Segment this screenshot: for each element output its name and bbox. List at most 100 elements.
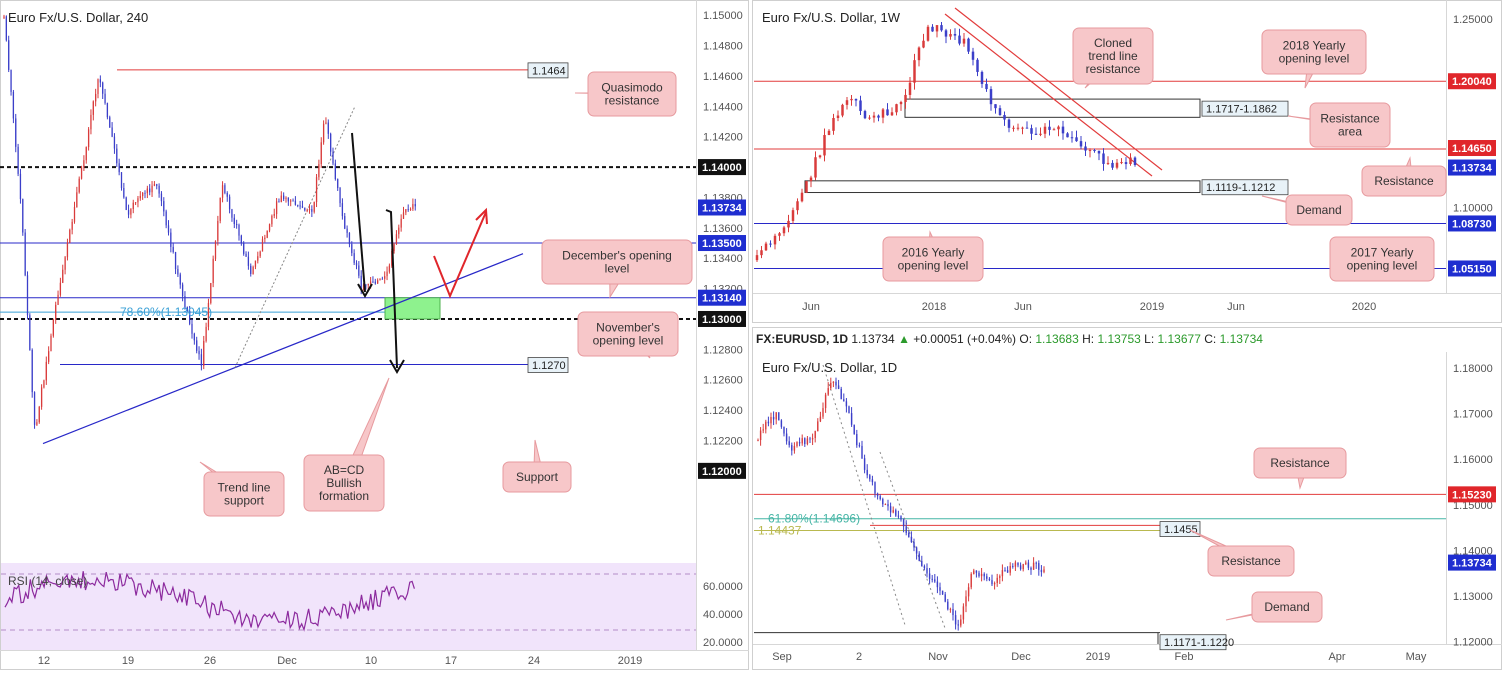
h4-candle bbox=[228, 196, 231, 210]
h4-candle bbox=[226, 192, 228, 197]
d1-candle bbox=[897, 515, 900, 517]
w1-candle bbox=[1097, 150, 1101, 154]
h4-candle bbox=[177, 269, 179, 275]
symbol-close-key: C: bbox=[1204, 332, 1219, 346]
d1-candle bbox=[850, 413, 853, 425]
d1-candle bbox=[879, 496, 881, 500]
d1-candle bbox=[936, 581, 939, 588]
callout-resistance-area-text: area bbox=[1338, 125, 1362, 139]
h4-candle bbox=[252, 266, 254, 274]
h4-candle bbox=[360, 275, 362, 291]
h4-candle bbox=[71, 221, 73, 230]
h4-candle bbox=[261, 239, 264, 252]
d1-candle bbox=[757, 440, 759, 442]
panel-left-frame bbox=[0, 0, 749, 670]
w1-candle bbox=[868, 117, 871, 119]
d1-candle bbox=[1022, 564, 1024, 570]
d1-candle bbox=[944, 594, 946, 602]
d1-candle bbox=[970, 573, 972, 588]
h4-candle bbox=[153, 184, 156, 186]
w1-candle bbox=[1120, 162, 1123, 164]
callout-support: Support bbox=[502, 439, 572, 493]
w1-candle bbox=[935, 25, 939, 32]
h4-candle bbox=[287, 197, 289, 202]
d1-candle bbox=[822, 408, 824, 417]
callout-2018-text: 2018 Yearly bbox=[1283, 39, 1346, 53]
h4-candle bbox=[212, 258, 214, 284]
d1-candle bbox=[814, 431, 816, 439]
d1-candle bbox=[975, 570, 978, 573]
w1-candle bbox=[989, 89, 993, 105]
d1-candle bbox=[921, 560, 923, 567]
d1-candle bbox=[954, 615, 957, 625]
h4-candle bbox=[45, 361, 47, 381]
w1-candle bbox=[926, 26, 930, 41]
y-tick-240: 1.14200 bbox=[703, 132, 743, 144]
w1-candle bbox=[859, 100, 862, 112]
rsi-tick: 60.0000 bbox=[703, 581, 743, 593]
callout-demand-daily-text: Demand bbox=[1264, 600, 1309, 614]
callout-trendline-box bbox=[203, 471, 285, 517]
symbol-change: +0.00051 (+0.04%) bbox=[913, 332, 1019, 346]
h4-candle bbox=[43, 380, 45, 388]
w1-candle bbox=[760, 250, 763, 256]
callout-cloned-text: Cloned bbox=[1094, 36, 1132, 50]
resistance-area-zone bbox=[904, 98, 1201, 118]
callout-2018-text: opening level bbox=[1279, 52, 1350, 66]
h4-candle bbox=[59, 282, 62, 295]
d1-candle bbox=[1019, 565, 1022, 570]
w1-candle bbox=[787, 220, 790, 228]
w1-candle bbox=[1066, 133, 1069, 138]
abcd-arrow-ab-head bbox=[357, 283, 373, 298]
d1-candle bbox=[785, 433, 788, 442]
w1-candle bbox=[1084, 146, 1087, 151]
d1-candle bbox=[840, 388, 842, 400]
h4-candle bbox=[8, 40, 10, 70]
h4-candle bbox=[170, 232, 172, 247]
fib-label-olive: 1.14437 bbox=[758, 524, 802, 538]
w1-candle bbox=[1039, 133, 1042, 135]
symbol-name: FX:EURUSD, 1D bbox=[756, 332, 851, 346]
h4-candle bbox=[118, 163, 120, 173]
d1-candle bbox=[801, 438, 803, 444]
h4-candle bbox=[149, 188, 151, 193]
d1-candle bbox=[1038, 563, 1040, 570]
callout-quasimodo-text: Quasimodo bbox=[601, 81, 663, 95]
d1-candle bbox=[861, 445, 863, 459]
callout-2016-text: opening level bbox=[898, 259, 969, 273]
d1-candle bbox=[759, 430, 762, 441]
d1-candle bbox=[772, 416, 775, 420]
up-arrow-icon: ▲ bbox=[898, 332, 913, 346]
w1-candle bbox=[1034, 133, 1038, 135]
cloned-trendline-1 bbox=[954, 7, 1163, 171]
callout-2016-text: 2016 Yearly bbox=[902, 246, 965, 260]
w1-candle bbox=[886, 109, 889, 116]
h4-candle bbox=[327, 122, 329, 134]
d1-candle bbox=[778, 412, 780, 421]
d1-candle bbox=[882, 499, 884, 505]
w1-candle bbox=[832, 118, 835, 131]
price-tag-1d: 1.15230 bbox=[1452, 489, 1492, 501]
price-tag-240-bg bbox=[698, 462, 746, 479]
h4-candle bbox=[203, 340, 205, 366]
d1-candle bbox=[871, 479, 874, 483]
h4-candle bbox=[217, 220, 219, 241]
d1-candle bbox=[1009, 565, 1011, 573]
d1-candle bbox=[926, 568, 928, 574]
d1-candle bbox=[1017, 562, 1019, 566]
h4-candle bbox=[111, 127, 113, 137]
w1-candle bbox=[913, 60, 916, 83]
d1-candle bbox=[845, 401, 848, 407]
title-1w: Euro Fx/U.S. Dollar, 1W bbox=[762, 10, 901, 25]
callout-abcd-text: AB=CD bbox=[324, 463, 365, 477]
rsi-panel bbox=[1, 563, 696, 650]
h4-candle bbox=[179, 274, 181, 285]
h4-candle bbox=[22, 199, 24, 233]
d1-candle bbox=[775, 412, 777, 420]
w1-candle bbox=[953, 34, 957, 36]
h4-candle bbox=[412, 204, 414, 209]
label-resistance-area: 1.1717-1.1862 bbox=[1206, 104, 1277, 116]
h4-candle bbox=[142, 192, 144, 196]
h4-candle bbox=[334, 163, 336, 180]
w1-candle bbox=[863, 111, 867, 119]
